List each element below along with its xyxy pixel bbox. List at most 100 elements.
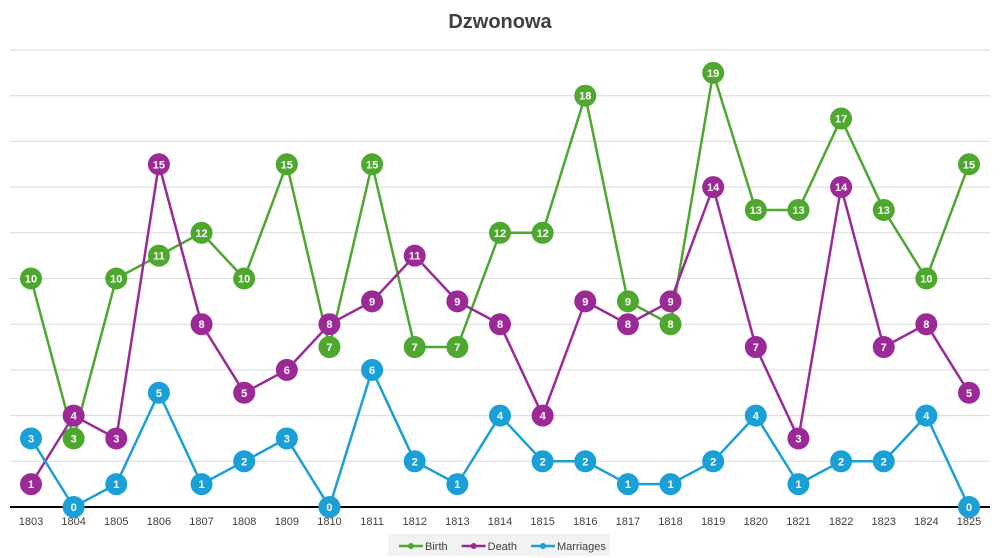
x-tick-label: 1812 [402,516,426,528]
data-label: 5 [156,388,162,400]
data-point [616,290,639,313]
data-label: 1 [113,479,119,491]
data-point [190,473,213,496]
data-point [787,473,810,496]
data-label: 2 [710,456,716,468]
data-point [318,336,341,359]
data-label: 2 [241,456,247,468]
x-tick-label: 1817 [616,516,640,528]
data-point [275,358,298,381]
data-point [403,244,426,267]
data-point [62,496,85,518]
data-label: 12 [494,228,506,240]
data-label: 17 [835,114,847,126]
data-point [574,290,597,313]
data-label: 0 [71,502,77,514]
data-point [616,473,639,496]
x-tick-label: 1816 [573,516,597,528]
data-label: 4 [540,411,547,423]
data-point [574,84,597,107]
data-point [958,496,980,518]
data-point [531,450,554,473]
data-point [105,267,128,290]
data-point [744,198,767,221]
data-point [659,290,682,313]
legend-marker [470,543,477,549]
data-point [105,473,128,496]
data-label: 7 [753,342,759,354]
data-label: 4 [71,411,78,423]
data-label: 7 [454,342,460,354]
x-tick-label: 1808 [232,516,256,528]
data-label: 9 [369,296,375,308]
data-point [830,176,853,199]
data-point [233,267,256,290]
data-label: 6 [284,365,290,377]
data-label: 1 [625,479,631,491]
series-birth: 10 3 10 11 12 10 15 7 15 7 7 12 12 18 9 8 19 13 13 17 13 10 15 [20,61,980,450]
data-point [574,450,597,473]
data-point [190,313,213,336]
data-label: 7 [881,342,887,354]
data-point [958,153,980,176]
data-point [830,107,853,130]
legend-marker [539,543,546,549]
data-point [744,336,767,359]
data-label: 8 [198,319,204,331]
data-point [915,313,938,336]
data-label: 15 [963,159,975,171]
x-tick-label: 1824 [914,516,938,528]
data-point [915,404,938,427]
x-tick-label: 1806 [147,516,171,528]
data-label: 11 [409,251,421,263]
data-point [20,473,42,496]
x-tick-label: 1811 [360,516,384,528]
x-tick-label: 1825 [957,516,981,528]
data-label: 12 [537,228,549,240]
data-point [318,313,341,336]
data-label: 18 [579,91,591,103]
data-point [531,221,554,244]
data-label: 11 [153,251,165,263]
data-label: 2 [540,456,546,468]
data-point [872,198,895,221]
data-label: 1 [795,479,801,491]
data-label: 8 [326,319,332,331]
data-point [446,290,469,313]
data-point [361,358,384,381]
data-point [147,244,170,267]
data-label: 4 [497,411,504,423]
data-point [702,450,725,473]
data-label: 10 [110,274,122,286]
data-label: 0 [966,502,972,514]
data-label: 3 [71,433,77,445]
data-label: 7 [412,342,418,354]
data-point [744,404,767,427]
data-label: 9 [582,296,588,308]
data-point [105,427,128,450]
data-point [489,313,511,336]
data-point [787,198,810,221]
data-point [958,381,980,404]
data-label: 15 [153,159,165,171]
data-point [147,153,170,176]
legend-label: Death [488,541,517,553]
data-label: 13 [792,205,804,217]
data-label: 8 [667,319,673,331]
x-tick-label: 1809 [275,516,299,528]
x-tick-label: 1818 [658,516,682,528]
data-label: 14 [835,182,848,194]
data-label: 9 [667,296,673,308]
data-label: 19 [707,68,719,80]
data-label: 9 [454,296,460,308]
data-label: 8 [625,319,631,331]
data-label: 5 [241,388,247,400]
legend: Birth Death Marriages [388,534,610,556]
data-point [446,473,469,496]
data-point [361,153,384,176]
data-label: 4 [753,411,760,423]
data-label: 13 [878,205,890,217]
